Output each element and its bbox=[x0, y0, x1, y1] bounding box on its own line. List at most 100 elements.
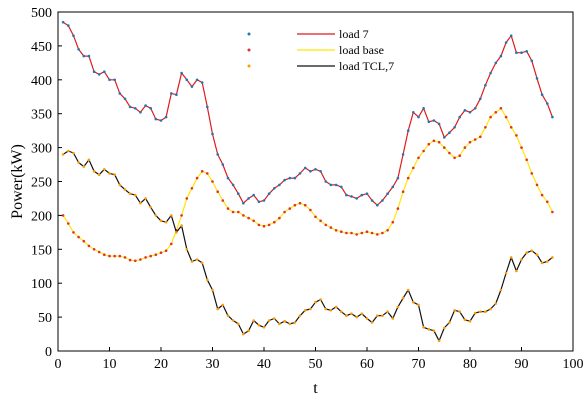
data-point bbox=[437, 339, 441, 343]
x-axis-label: t bbox=[313, 380, 318, 397]
data-point bbox=[113, 78, 116, 82]
data-point bbox=[540, 261, 544, 265]
data-point bbox=[216, 190, 219, 193]
data-point bbox=[273, 317, 276, 320]
legend-marker bbox=[247, 48, 251, 52]
data-point bbox=[551, 210, 554, 214]
data-point bbox=[164, 115, 168, 119]
data-point bbox=[247, 197, 250, 200]
data-point bbox=[113, 173, 116, 176]
data-point bbox=[283, 210, 286, 214]
data-point bbox=[412, 111, 415, 114]
data-point bbox=[525, 158, 528, 162]
data-point bbox=[92, 248, 96, 251]
data-point bbox=[108, 78, 111, 82]
data-point bbox=[360, 193, 364, 197]
data-point bbox=[448, 151, 451, 155]
data-point bbox=[303, 309, 307, 312]
data-point bbox=[365, 230, 369, 233]
data-point bbox=[82, 239, 86, 243]
y-tick-label: 350 bbox=[31, 108, 52, 123]
x-tick-label: 60 bbox=[360, 357, 374, 372]
data-point bbox=[422, 326, 425, 329]
data-point bbox=[144, 197, 147, 200]
data-point bbox=[540, 193, 544, 197]
data-point bbox=[422, 107, 425, 110]
data-point bbox=[484, 83, 487, 87]
data-point bbox=[170, 92, 173, 95]
data-point bbox=[72, 151, 75, 155]
data-point bbox=[463, 318, 467, 322]
data-point bbox=[463, 146, 467, 149]
data-point bbox=[288, 322, 292, 326]
data-point bbox=[329, 183, 333, 187]
data-point bbox=[350, 312, 353, 316]
data-point bbox=[149, 206, 152, 209]
data-point bbox=[283, 319, 286, 323]
data-point bbox=[185, 197, 189, 200]
series-line-3 bbox=[62, 150, 553, 342]
data-point bbox=[175, 93, 178, 96]
data-point bbox=[200, 81, 204, 84]
data-point bbox=[381, 199, 384, 202]
data-point bbox=[546, 102, 549, 105]
data-point bbox=[87, 158, 91, 162]
data-point bbox=[324, 223, 328, 227]
data-point bbox=[159, 219, 163, 223]
data-point bbox=[195, 258, 199, 261]
data-point bbox=[401, 296, 405, 300]
x-tick-label: 40 bbox=[257, 357, 271, 372]
data-point bbox=[164, 249, 168, 252]
data-point bbox=[226, 314, 230, 318]
data-point bbox=[515, 134, 518, 137]
data-point bbox=[355, 233, 359, 236]
data-point bbox=[396, 207, 400, 210]
data-point bbox=[273, 187, 276, 190]
data-point bbox=[242, 214, 245, 217]
data-point bbox=[118, 254, 122, 258]
data-point bbox=[340, 230, 343, 233]
data-point bbox=[293, 176, 297, 180]
x-tick-label: 80 bbox=[463, 357, 477, 372]
data-point bbox=[134, 193, 137, 197]
data-point bbox=[504, 115, 508, 119]
data-point bbox=[432, 139, 436, 143]
data-point bbox=[200, 170, 204, 173]
x-tick-label: 10 bbox=[103, 357, 117, 372]
data-point bbox=[180, 224, 183, 227]
data-point bbox=[391, 317, 395, 320]
data-point bbox=[61, 214, 65, 217]
data-point bbox=[247, 329, 250, 333]
data-point bbox=[509, 256, 513, 259]
data-point bbox=[226, 176, 230, 180]
data-point bbox=[396, 305, 400, 309]
data-point bbox=[443, 136, 446, 139]
data-point bbox=[324, 307, 328, 311]
data-point bbox=[494, 61, 498, 65]
data-point bbox=[92, 70, 96, 73]
data-point bbox=[82, 54, 86, 58]
data-point bbox=[546, 260, 549, 263]
x-tick-label: 100 bbox=[563, 357, 584, 372]
data-point bbox=[242, 201, 245, 205]
data-point bbox=[535, 183, 539, 187]
data-point bbox=[314, 300, 317, 304]
data-point bbox=[314, 168, 317, 171]
data-point bbox=[144, 104, 147, 107]
data-point bbox=[97, 73, 101, 76]
data-point bbox=[479, 97, 482, 101]
data-point bbox=[473, 107, 477, 110]
legend: load 7 load base load TCL,7 bbox=[247, 27, 394, 73]
data-point bbox=[448, 321, 451, 324]
data-point bbox=[535, 253, 539, 256]
data-point bbox=[123, 256, 127, 259]
data-point bbox=[226, 207, 230, 210]
data-point bbox=[381, 231, 384, 235]
data-point bbox=[67, 149, 70, 153]
data-point bbox=[293, 321, 297, 324]
data-point bbox=[190, 85, 194, 88]
series-line-2 bbox=[62, 107, 553, 262]
data-point bbox=[520, 258, 523, 261]
